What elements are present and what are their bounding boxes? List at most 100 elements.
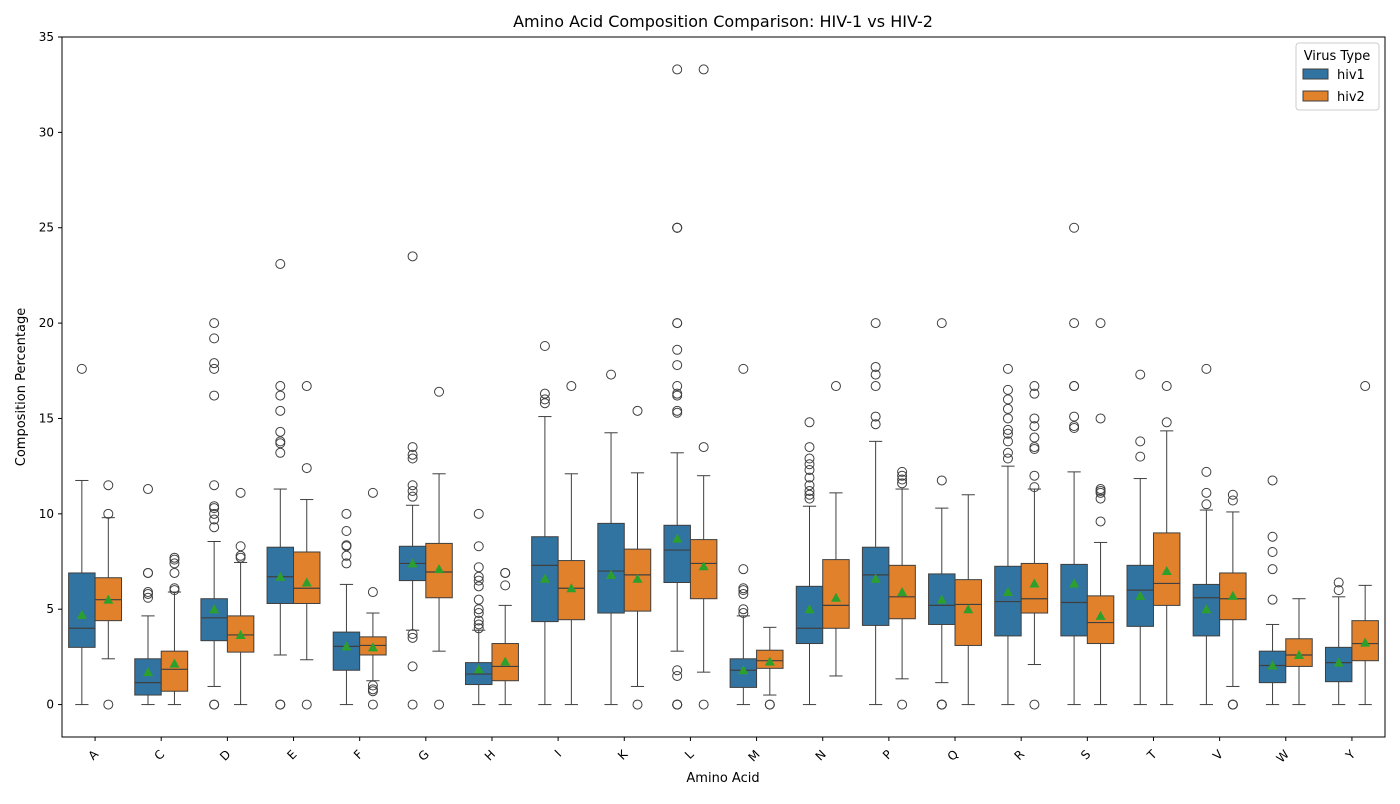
outlier xyxy=(301,699,312,710)
box-A-hiv1 xyxy=(68,363,96,706)
legend-swatch-hiv2 xyxy=(1302,90,1329,102)
outlier xyxy=(103,480,114,491)
mean-marker xyxy=(235,629,246,639)
outlier xyxy=(1002,384,1013,395)
outlier xyxy=(142,587,153,598)
outlier xyxy=(1029,482,1040,493)
outlier xyxy=(169,552,180,563)
outlier xyxy=(275,258,286,269)
box-L-hiv2 xyxy=(689,64,718,710)
box-W-hiv1 xyxy=(1258,475,1287,706)
outlier xyxy=(407,629,418,640)
outlier xyxy=(1029,443,1040,454)
outlier xyxy=(275,426,286,437)
outlier xyxy=(1095,493,1106,504)
outlier xyxy=(804,459,815,470)
box-C-hiv1 xyxy=(134,484,162,706)
outlier xyxy=(473,619,484,630)
outlier xyxy=(672,360,683,371)
outlier xyxy=(804,489,815,500)
y-tick-label: 30 xyxy=(39,125,54,139)
outlier xyxy=(209,318,220,329)
outlier xyxy=(473,604,484,615)
outlier xyxy=(169,583,180,594)
mean-marker xyxy=(301,577,312,587)
mean-marker xyxy=(169,658,180,668)
outlier xyxy=(672,390,683,401)
box xyxy=(795,585,824,645)
mean-marker xyxy=(804,604,815,614)
x-tick-label: D xyxy=(217,747,233,763)
outlier xyxy=(566,381,577,392)
outlier xyxy=(539,394,550,405)
outlier xyxy=(1135,369,1146,380)
outlier xyxy=(407,699,418,710)
mean-marker xyxy=(275,571,286,581)
outlier xyxy=(1002,424,1013,435)
outlier xyxy=(870,361,881,372)
legend: Virus Type hiv1 hiv2 xyxy=(1295,42,1380,111)
outlier xyxy=(1029,699,1040,710)
x-tick-label: S xyxy=(1078,747,1093,762)
outlier xyxy=(738,363,749,374)
outlier xyxy=(764,699,775,710)
outlier xyxy=(301,463,312,474)
outlier xyxy=(897,466,908,477)
outlier xyxy=(804,453,815,464)
mean-marker xyxy=(1135,590,1146,600)
outlier xyxy=(1201,499,1212,510)
box-Q-hiv1 xyxy=(928,318,956,710)
outlier xyxy=(1267,531,1278,542)
outlier xyxy=(672,407,683,418)
x-tick-label: E xyxy=(284,747,299,762)
mean-marker xyxy=(473,664,484,674)
y-tick-label: 20 xyxy=(39,316,54,330)
box-M-hiv2 xyxy=(756,626,784,710)
outlier xyxy=(169,567,180,578)
mean-marker xyxy=(606,569,617,579)
box-Q-hiv2 xyxy=(954,494,982,706)
outlier xyxy=(209,390,220,401)
outlier xyxy=(434,386,445,397)
outlier xyxy=(235,550,246,561)
outlier xyxy=(897,699,908,710)
outlier xyxy=(738,608,749,619)
x-tick-label: W xyxy=(1274,747,1292,765)
outlier xyxy=(275,381,286,392)
x-tick-label: G xyxy=(415,747,431,763)
outlier xyxy=(1333,585,1344,596)
outlier xyxy=(473,575,484,586)
outlier xyxy=(1227,489,1238,500)
outlier xyxy=(142,567,153,578)
x-tick-label: P xyxy=(880,747,895,762)
outlier xyxy=(1360,381,1371,392)
box-C-hiv2 xyxy=(160,552,189,706)
outlier xyxy=(1135,451,1146,462)
outlier xyxy=(142,484,153,495)
outlier xyxy=(1002,394,1013,405)
y-tick-label: 35 xyxy=(39,30,54,44)
outlier xyxy=(672,222,683,233)
legend-title: Virus Type xyxy=(1304,49,1371,64)
outlier xyxy=(103,508,114,519)
outlier xyxy=(870,411,881,422)
outlier xyxy=(1002,413,1013,424)
outlier xyxy=(672,699,683,710)
outlier xyxy=(804,464,815,475)
outlier xyxy=(672,381,683,392)
outlier xyxy=(500,567,511,578)
outlier xyxy=(407,449,418,460)
outlier xyxy=(672,405,683,416)
outlier xyxy=(142,592,153,603)
outlier xyxy=(936,699,947,710)
outlier xyxy=(473,541,484,552)
mean-marker xyxy=(738,665,749,675)
outlier xyxy=(804,485,815,496)
box xyxy=(557,560,586,621)
box-K-hiv1 xyxy=(597,369,625,706)
outlier xyxy=(434,699,445,710)
outlier xyxy=(672,388,683,399)
outlier xyxy=(103,699,114,710)
outlier xyxy=(473,615,484,626)
